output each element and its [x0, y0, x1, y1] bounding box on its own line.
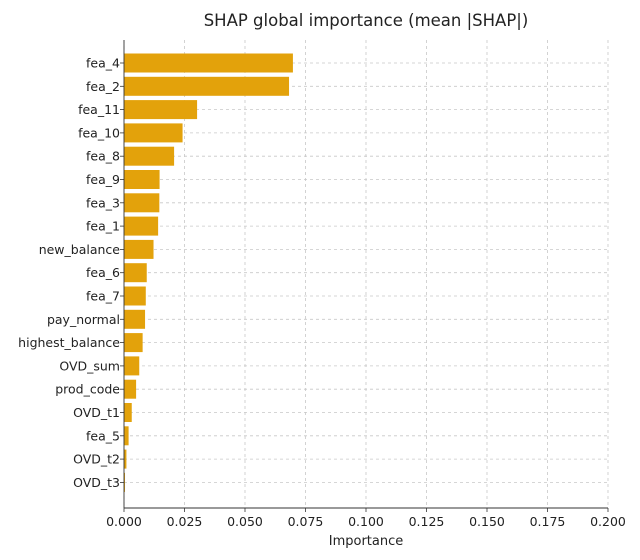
x-tick-label: 0.050: [227, 514, 263, 529]
y-category-label: fea_2: [86, 79, 120, 94]
y-category-label: fea_3: [86, 195, 120, 210]
y-category-label: fea_5: [86, 428, 120, 443]
bar-fea_10: [124, 123, 183, 143]
y-category-label: fea_8: [86, 149, 120, 164]
y-category-label: highest_balance: [18, 335, 120, 350]
y-category-labels: fea_4 fea_2 fea_11 fea_10 fea_8 fea_9 fea_3fea…: [18, 56, 120, 490]
y-category-label: prod_code: [55, 382, 120, 397]
x-tick-label: 0.175: [530, 514, 566, 529]
bar-fea_4: [124, 53, 293, 73]
y-category-label: fea_7: [86, 289, 120, 304]
bar-fea_9: [124, 170, 160, 189]
y-category-label: OVD_sum: [59, 358, 120, 373]
y-category-label: new_balance: [39, 242, 121, 257]
y-category-label: fea_4: [86, 56, 120, 71]
x-tick-label: 0.000: [106, 514, 142, 529]
bar-highest_balance: [124, 333, 143, 353]
y-category-label: fea_11: [78, 102, 120, 117]
bar-new_balance: [124, 239, 154, 259]
x-tick-label: 0.150: [469, 514, 505, 529]
bar-OVD_t1: [124, 403, 132, 422]
bar-OVD_sum: [124, 356, 140, 376]
bar-fea_1: [124, 216, 159, 236]
x-tick-label: 0.025: [167, 514, 203, 529]
x-tick-label: 0.100: [348, 514, 384, 529]
bar-fea_2: [124, 76, 290, 96]
y-category-label: fea_10: [78, 125, 120, 140]
x-tick-label: 0.200: [590, 514, 626, 529]
bars: [124, 53, 293, 492]
y-category-label: OVD_t2: [73, 452, 120, 467]
bar-fea_8: [124, 146, 175, 166]
x-axis-title: Importance: [329, 534, 404, 549]
bar-prod_code: [124, 379, 137, 399]
x-tick-label: 0.125: [409, 514, 445, 529]
bar-fea_11: [124, 100, 198, 120]
bar-OVD_t2: [124, 449, 127, 469]
x-tick-labels: 0.000 0.025 0.050 0.075 0.100 0.125 0.150 0.175…: [106, 514, 626, 529]
bar-fea_6: [124, 263, 147, 283]
bar-fea_7: [124, 286, 146, 306]
bar-fea_3: [124, 193, 160, 213]
y-category-label: OVD_t3: [73, 475, 120, 490]
bar-OVD_t3: [124, 472, 125, 492]
grid: [123, 40, 609, 508]
bar-fea_5: [124, 426, 129, 446]
y-category-label: fea_1: [86, 219, 120, 234]
chart-title: SHAP global importance (mean |SHAP|): [204, 11, 529, 30]
y-category-label: fea_6: [86, 265, 120, 280]
y-category-label: OVD_t1: [73, 405, 120, 420]
x-tick-label: 0.075: [288, 514, 324, 529]
bar-pay_normal: [124, 309, 146, 329]
y-category-label: pay_normal: [47, 312, 120, 327]
axes: [120, 40, 609, 512]
y-category-label: fea_9: [86, 172, 120, 187]
